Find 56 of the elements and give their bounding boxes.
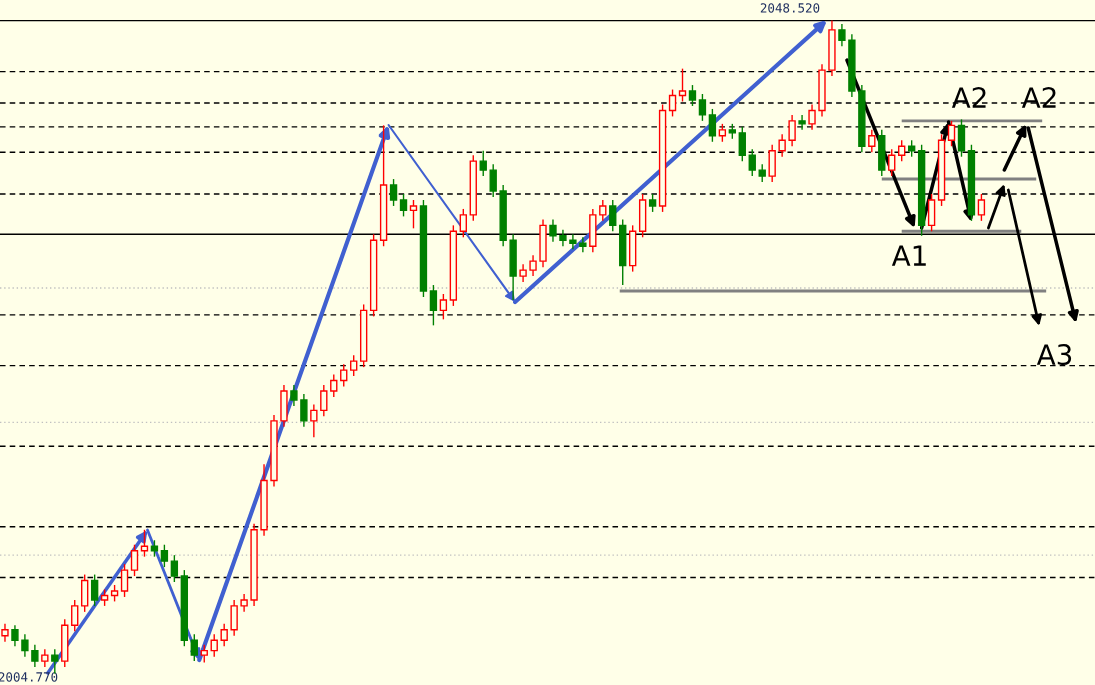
candlestick xyxy=(898,139,906,162)
candlestick xyxy=(529,254,537,277)
annotation: A1 xyxy=(891,245,926,266)
candlestick xyxy=(688,84,697,107)
candlestick xyxy=(569,233,577,250)
candlestick xyxy=(90,573,99,607)
candlestick xyxy=(120,563,129,598)
candlestick xyxy=(798,114,806,131)
text: A3 xyxy=(1036,344,1072,366)
candlestick xyxy=(439,293,448,321)
candlestick xyxy=(668,88,677,118)
candlestick xyxy=(399,193,408,218)
candlestick xyxy=(160,544,169,568)
candlestick xyxy=(947,120,956,147)
candlestick xyxy=(459,208,467,238)
annotation: A2 xyxy=(951,87,986,108)
candlestick xyxy=(300,393,308,428)
candlestick xyxy=(678,67,687,103)
candlestick xyxy=(330,373,338,398)
candlestick xyxy=(599,199,607,222)
candlestick xyxy=(21,633,29,658)
candlestick xyxy=(778,133,786,158)
candlestick xyxy=(489,163,497,198)
candlestick xyxy=(31,644,39,668)
candlestick xyxy=(788,114,796,147)
candlestick xyxy=(748,148,756,177)
candlestick xyxy=(579,236,587,253)
candlestick xyxy=(609,199,617,233)
candlestick xyxy=(170,554,179,583)
candlestick xyxy=(838,23,846,47)
candlestick xyxy=(738,126,746,162)
candlestick xyxy=(888,148,896,177)
candlestick xyxy=(389,178,398,207)
candlestick xyxy=(210,633,218,658)
candlestick xyxy=(190,633,198,662)
candlestick xyxy=(320,384,328,418)
candlestick xyxy=(409,199,418,230)
candlestick xyxy=(130,544,139,577)
candlestick xyxy=(71,599,79,632)
candlestick xyxy=(977,193,986,222)
candlestick xyxy=(230,599,238,637)
annotation: 2048.520 xyxy=(760,3,820,13)
candlestick xyxy=(340,363,348,388)
candlestick xyxy=(808,103,816,131)
candlestick xyxy=(549,218,557,243)
candlestick xyxy=(220,623,228,647)
candlestick xyxy=(698,93,707,122)
candlestick xyxy=(429,284,438,327)
candlestick xyxy=(310,403,318,438)
candlestick xyxy=(290,384,298,407)
candlestick xyxy=(868,129,876,153)
candlestick xyxy=(350,354,358,377)
candlestick xyxy=(708,108,717,143)
candlestick xyxy=(11,624,19,647)
text: A2 xyxy=(1021,87,1056,108)
candlestick xyxy=(479,150,487,177)
